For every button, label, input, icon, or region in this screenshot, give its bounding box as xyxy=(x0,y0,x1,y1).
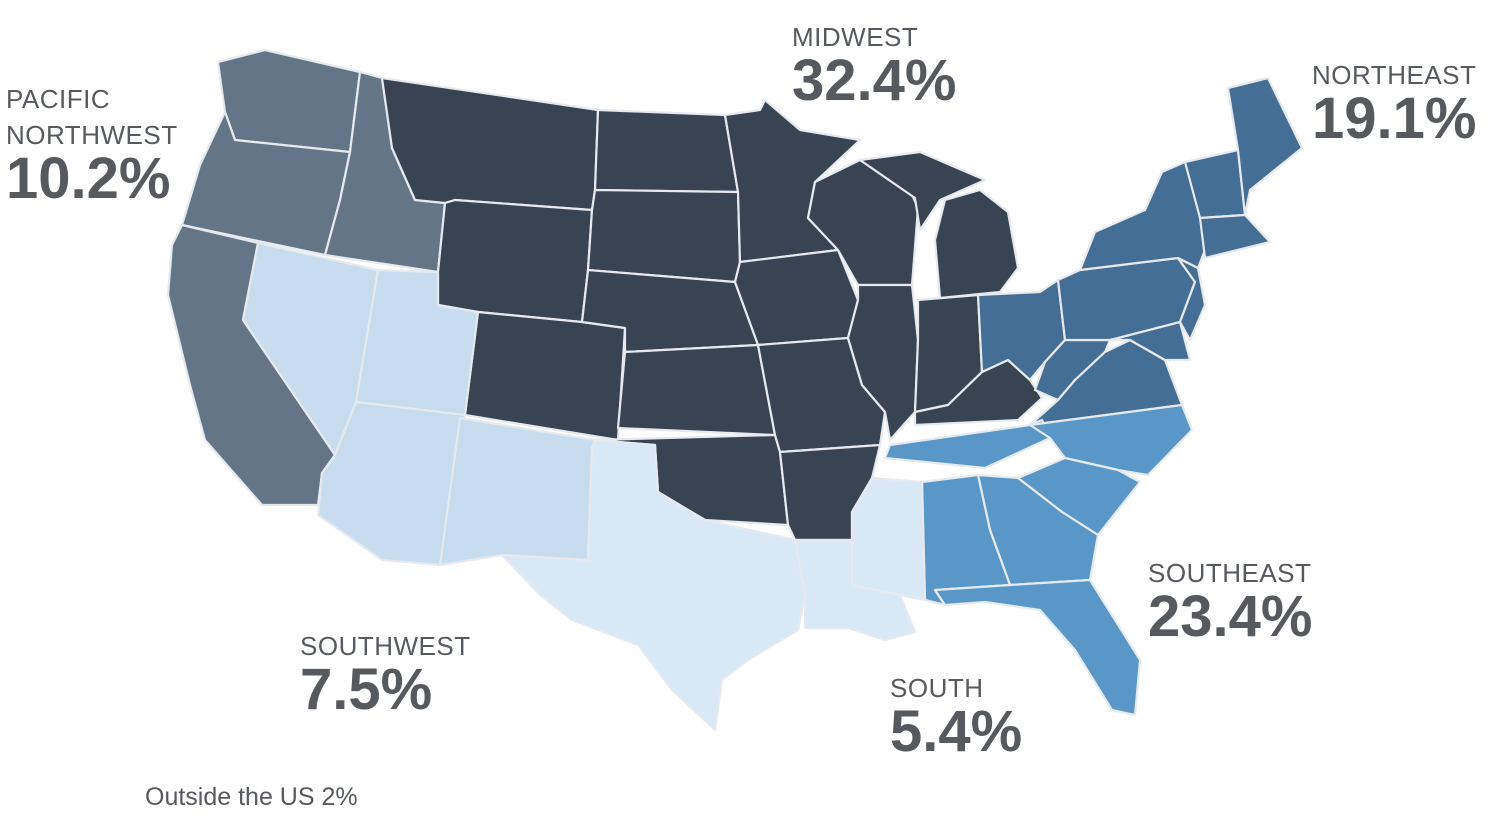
label-south: SOUTH 5.4% xyxy=(890,675,1022,761)
region-name: NORTHEAST xyxy=(1312,60,1477,90)
region-percent: 19.1% xyxy=(1312,86,1477,151)
state-florida xyxy=(933,578,1142,717)
state-montana xyxy=(380,76,600,212)
label-southeast: SOUTHEAST 23.4% xyxy=(1148,560,1312,646)
region-name: SOUTHEAST xyxy=(1148,558,1312,588)
region-percent: 23.4% xyxy=(1148,584,1313,649)
state-illinois xyxy=(846,283,920,442)
state-iowa xyxy=(733,248,860,347)
state-new-mexico xyxy=(438,416,597,567)
label-pacific-northwest: PACIFIC NORTHWEST 10.2% xyxy=(6,86,178,208)
state-north-dakota xyxy=(593,108,740,194)
state-texas xyxy=(500,438,807,732)
state-tennessee xyxy=(883,418,1052,470)
footnote-outside-us: Outside the US 2% xyxy=(145,783,358,811)
region-northeast[interactable] xyxy=(976,76,1304,427)
region-midwest[interactable] xyxy=(380,76,1044,542)
region-name: PACIFIC xyxy=(6,84,111,114)
state-colorado xyxy=(463,310,627,442)
state-kansas xyxy=(616,343,777,437)
state-north-carolina xyxy=(1028,403,1194,477)
region-percent: 32.4% xyxy=(792,48,957,113)
label-northeast: NORTHEAST 19.1% xyxy=(1312,62,1476,148)
region-percent: 5.4% xyxy=(890,699,1023,764)
state-southern-new-england xyxy=(1198,213,1272,260)
label-southwest: SOUTHWEST 7.5% xyxy=(300,633,471,719)
region-percent: 7.5% xyxy=(300,657,433,722)
state-mississippi xyxy=(850,476,927,602)
state-washington xyxy=(216,48,362,154)
region-southwest[interactable] xyxy=(241,241,597,567)
region-south[interactable] xyxy=(500,438,927,732)
state-south-dakota xyxy=(586,188,742,284)
region-name: NORTHWEST xyxy=(6,120,178,150)
region-name: SOUTH xyxy=(890,673,984,703)
region-name: SOUTHWEST xyxy=(300,631,471,661)
region-pacific-northwest[interactable] xyxy=(166,48,447,507)
region-southeast[interactable] xyxy=(883,403,1194,717)
state-wyoming xyxy=(436,198,594,324)
state-michigan xyxy=(858,150,1020,300)
region-percent: 10.2% xyxy=(6,146,171,211)
state-new-york xyxy=(1078,160,1207,272)
region-name: MIDWEST xyxy=(792,22,919,52)
label-midwest: MIDWEST 32.4% xyxy=(792,24,956,110)
